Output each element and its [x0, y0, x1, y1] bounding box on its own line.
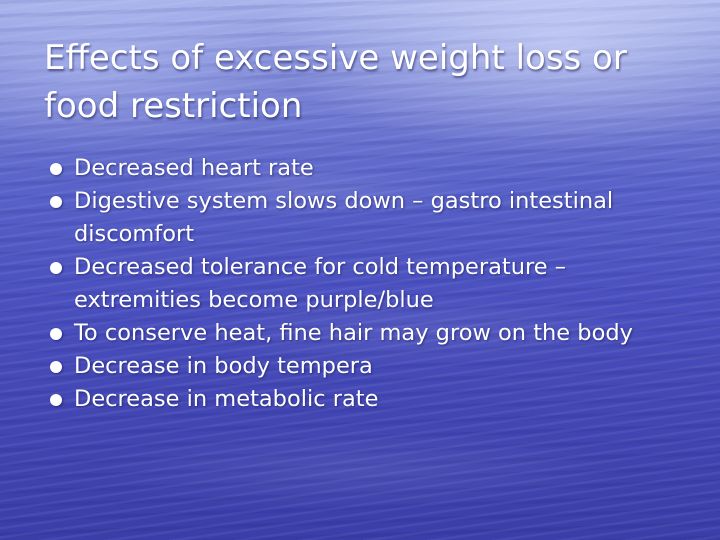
bullet-item: Decreased tolerance for cold temperature…	[50, 251, 690, 317]
bullet-item: Decreased heart rate	[50, 152, 690, 185]
bullet-item: To conserve heat, fine hair may grow on …	[50, 317, 690, 350]
bullet-text: To conserve heat, fine hair may grow on …	[74, 320, 633, 346]
bullet-list: Decreased heart rate Digestive system sl…	[50, 152, 690, 416]
slide-title: Effects of excessive weight loss or food…	[44, 38, 627, 126]
bullet-text: Decrease in metabolic rate	[74, 386, 379, 412]
bullet-text: Decrease in body tempera	[74, 353, 373, 379]
bullet-dot-icon	[50, 163, 62, 175]
bullet-dot-icon	[50, 262, 62, 274]
bullet-item: Decrease in body tempera	[50, 350, 690, 383]
bullet-item: Decrease in metabolic rate	[50, 383, 690, 416]
bullet-text: Decreased tolerance for cold temperature…	[74, 254, 567, 313]
bullet-dot-icon	[50, 196, 62, 208]
bullet-text: Decreased heart rate	[74, 155, 314, 181]
bullet-dot-icon	[50, 394, 62, 406]
bullet-dot-icon	[50, 328, 62, 340]
bullet-dot-icon	[50, 361, 62, 373]
bullet-item: Digestive system slows down – gastro int…	[50, 185, 690, 251]
bullet-text: Digestive system slows down – gastro int…	[74, 188, 614, 247]
